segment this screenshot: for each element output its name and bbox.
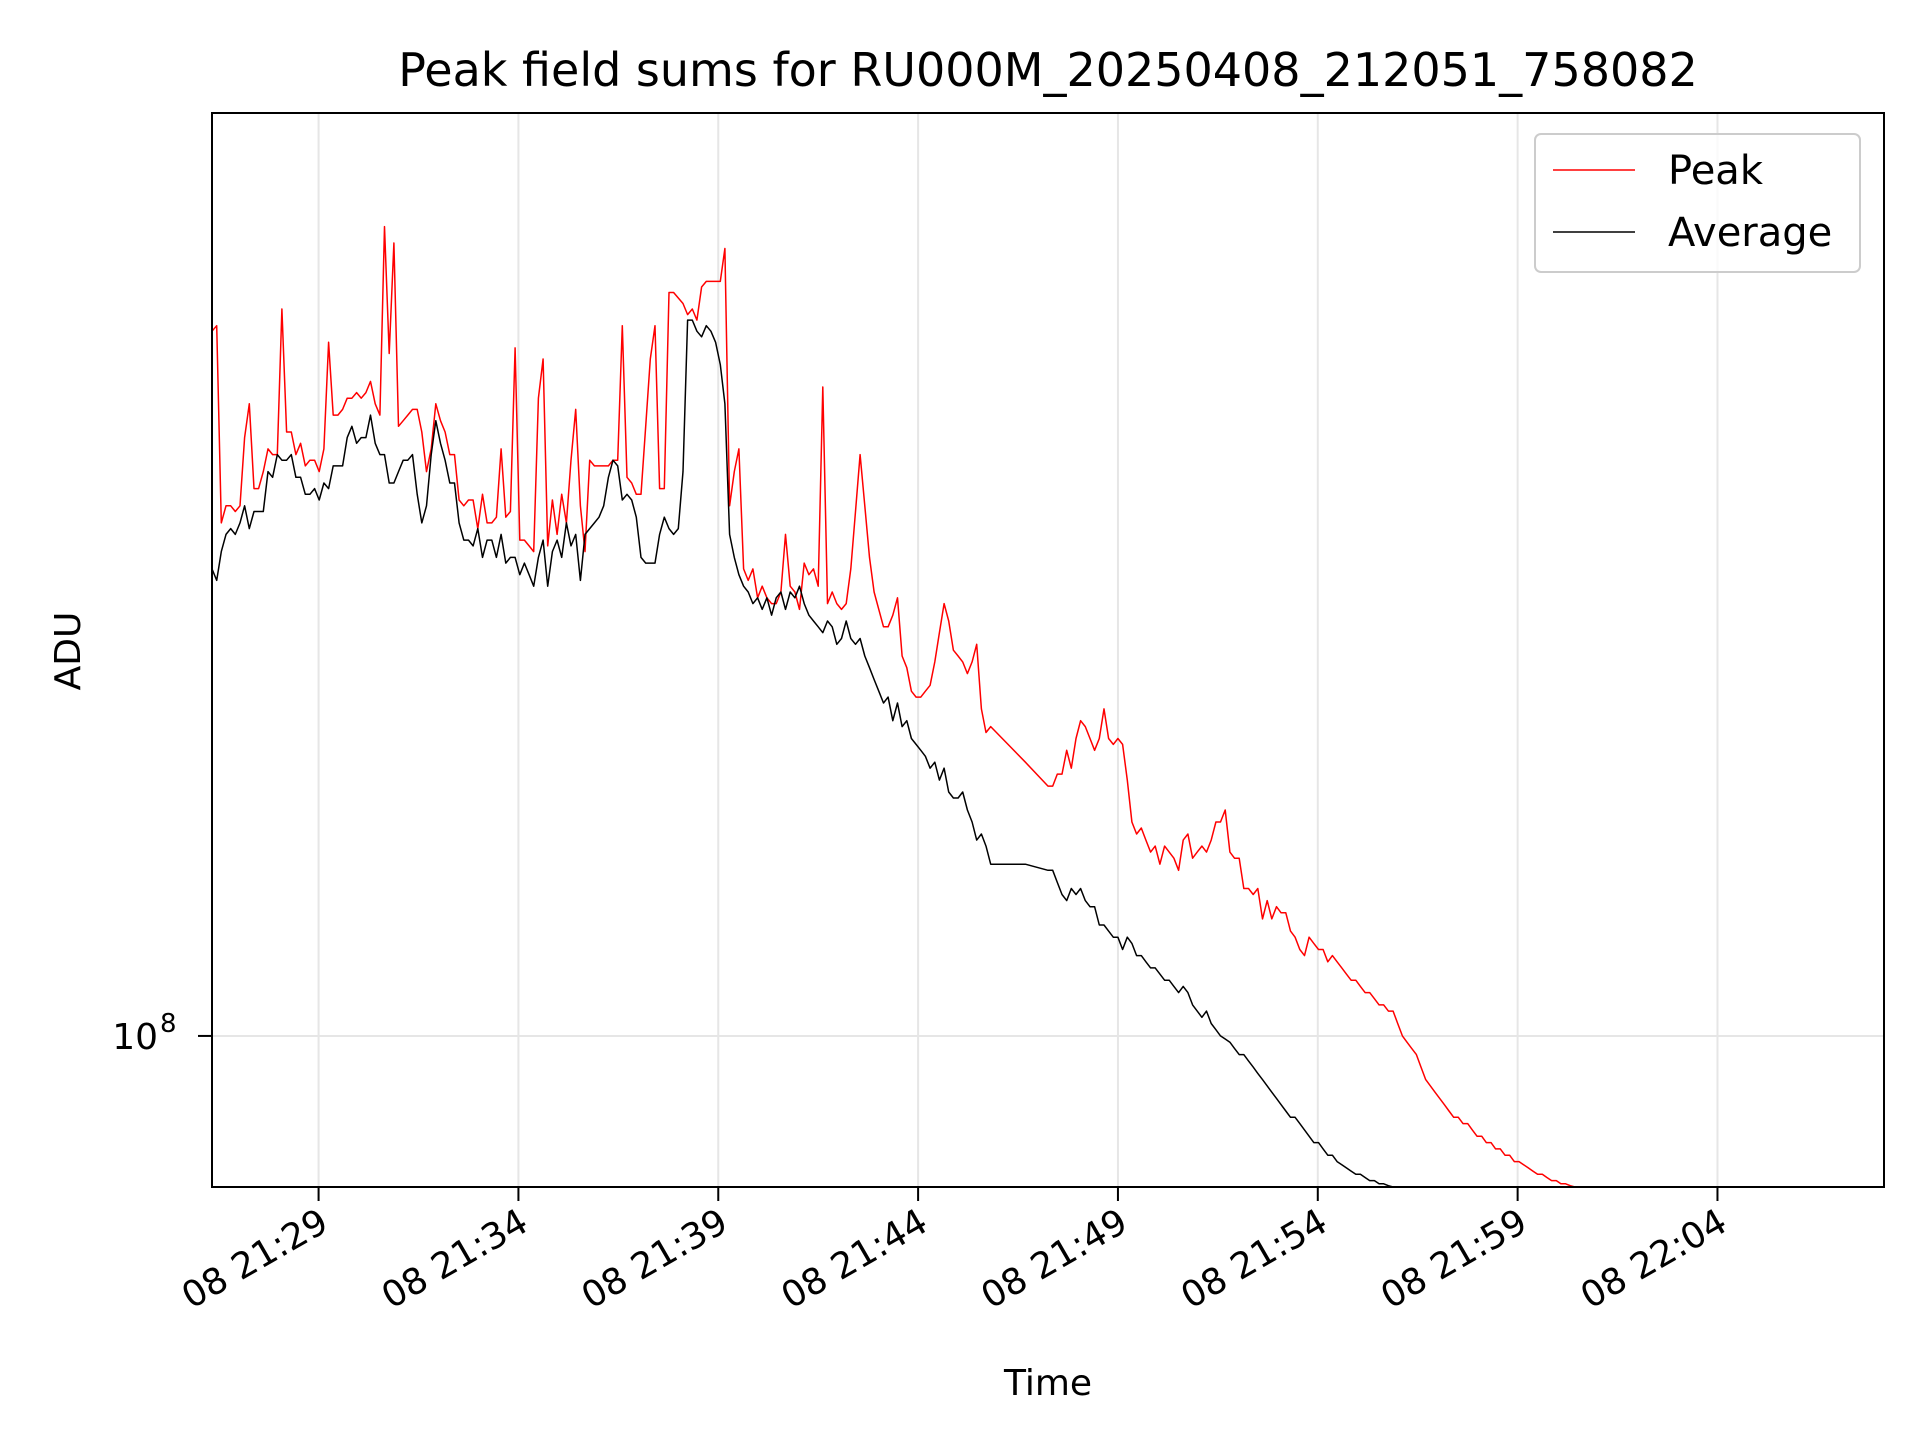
grid	[212, 113, 1884, 1187]
chart-title: Peak field sums for RU000M_20250408_2120…	[398, 43, 1698, 97]
legend-box	[1534, 133, 1861, 273]
legend-label-average: Average	[1668, 210, 1832, 256]
y-axis-label: ADU	[48, 612, 89, 691]
y-tick-exponent: 8	[160, 1009, 177, 1039]
plot-frame	[211, 112, 1885, 1188]
legend-label-peak: Peak	[1668, 148, 1764, 194]
legend: Peak Average	[1534, 133, 1861, 273]
y-tick-label: 10	[112, 1017, 158, 1058]
x-axis-label: Time	[1003, 1363, 1092, 1404]
